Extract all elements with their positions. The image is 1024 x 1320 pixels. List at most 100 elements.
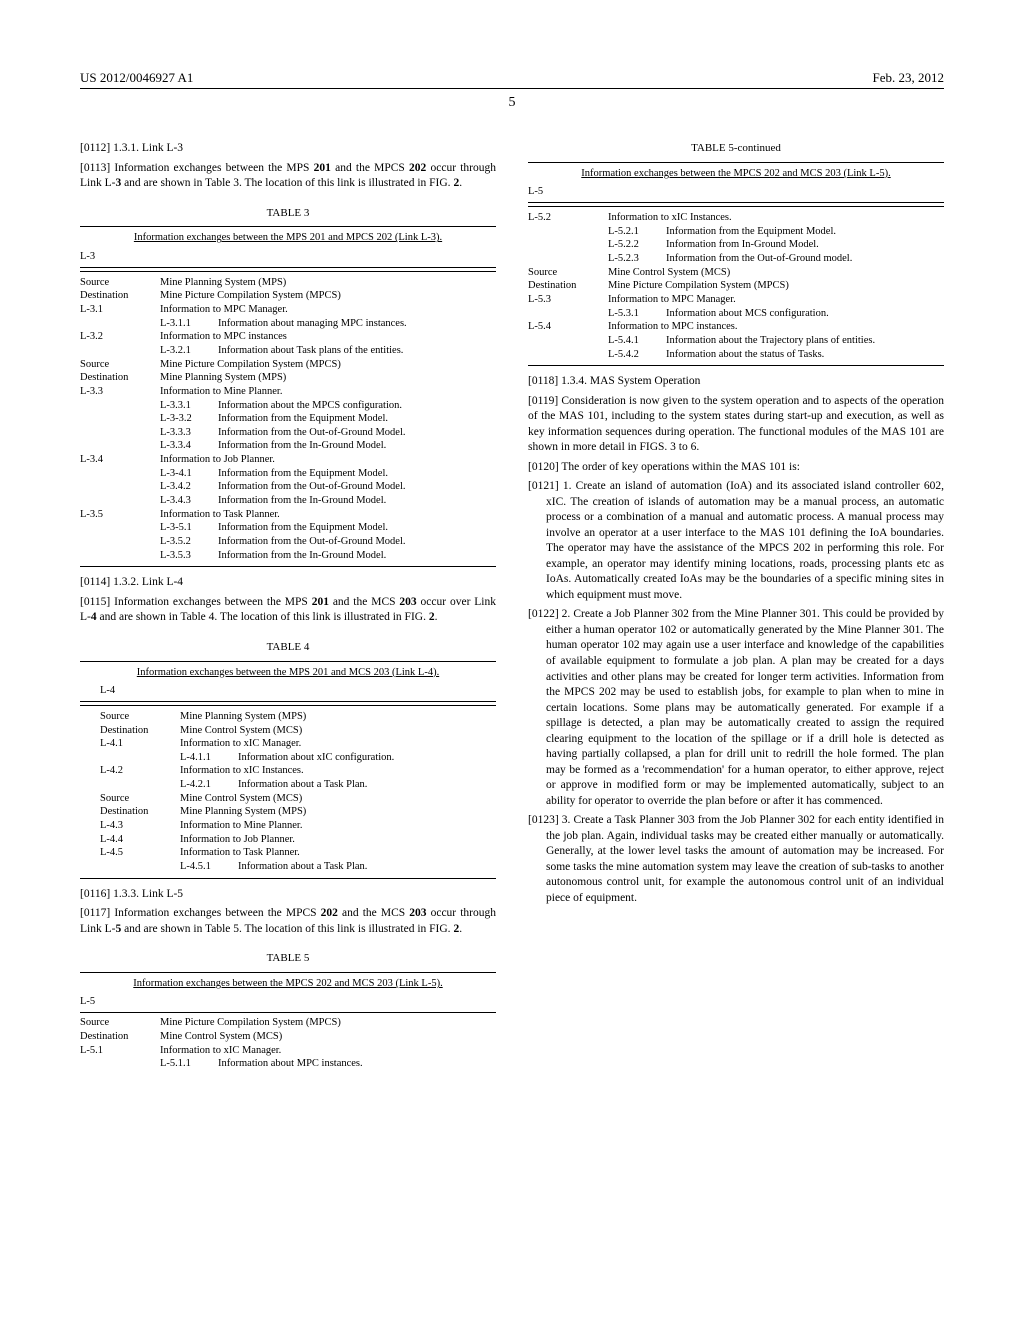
sub-id: L-5.3.1 xyxy=(608,307,666,321)
table-row: L-3-3.2Information from the Equipment Mo… xyxy=(80,412,496,426)
table-label: TABLE 5 xyxy=(80,951,496,966)
list-item-3: [0123] 3. Create a Task Planner 303 from… xyxy=(546,813,944,906)
para-0117: [0117] Information exchanges between the… xyxy=(80,906,496,937)
sub-id: L-3-5.1 xyxy=(160,521,218,535)
sub-id: L-3.4.2 xyxy=(160,480,218,494)
table-row: DestinationMine Control System (MCS) xyxy=(80,1030,496,1044)
row-label: L-5.3 xyxy=(528,293,608,307)
sub-value: Information from the Out-of-Ground model… xyxy=(666,252,852,266)
table-row: L-4.5Information to Task Planner. xyxy=(80,846,496,860)
table-body: SourceMine Picture Compilation System (M… xyxy=(80,1016,496,1071)
table-body: SourceMine Planning System (MPS)Destinat… xyxy=(80,705,496,879)
row-label: L-3.5 xyxy=(80,508,160,522)
row-value: Mine Picture Compilation System (MPCS) xyxy=(160,289,496,303)
row-label: L-3.4 xyxy=(80,453,160,467)
row-label xyxy=(100,860,180,874)
table-row: SourceMine Control System (MCS) xyxy=(528,266,944,280)
list-item-2: [0122] 2. Create a Job Planner 302 from … xyxy=(546,607,944,809)
sub-id: L-3.3.3 xyxy=(160,426,218,440)
row-label: Source xyxy=(100,710,180,724)
row-label: Destination xyxy=(80,289,160,303)
row-label: L-5.2 xyxy=(528,211,608,225)
doc-number: US 2012/0046927 A1 xyxy=(80,70,193,86)
row-value: Mine Picture Compilation System (MPCS) xyxy=(608,279,944,293)
table-row: L-3.1Information to MPC Manager. xyxy=(80,303,496,317)
table-row: L-5.2Information to xIC Instances. xyxy=(528,211,944,225)
table-row: L-3.5Information to Task Planner. xyxy=(80,508,496,522)
doc-date: Feb. 23, 2012 xyxy=(873,70,945,86)
sub-value: Information from the Equipment Model. xyxy=(218,412,388,426)
row-label: Destination xyxy=(80,1030,160,1044)
table-row: L-3.4.2Information from the Out-of-Groun… xyxy=(80,480,496,494)
row-value: Mine Planning System (MPS) xyxy=(180,805,496,819)
row-value: Information to xIC Manager. xyxy=(180,737,496,751)
para-0112: [0112] 1.3.1. Link L-3 xyxy=(80,141,496,157)
row-label: Destination xyxy=(100,724,180,738)
row-label: Destination xyxy=(528,279,608,293)
row-value: Information to Mine Planner. xyxy=(180,819,496,833)
table-caption: Information exchanges between the MPS 20… xyxy=(80,226,496,245)
table-row: DestinationMine Planning System (MPS) xyxy=(80,371,496,385)
table-row: L-3.3.3Information from the Out-of-Groun… xyxy=(80,426,496,440)
sub-id: L-3.2.1 xyxy=(160,344,218,358)
row-label: Source xyxy=(100,792,180,806)
table-5-continued: TABLE 5-continued Information exchanges … xyxy=(528,141,944,366)
row-label xyxy=(80,467,160,481)
sub-id: L-4.1.1 xyxy=(180,751,238,765)
sub-value: Information from the Out-of-Ground Model… xyxy=(218,535,406,549)
sub-id: L-3-4.1 xyxy=(160,467,218,481)
table-row: L-4.2.1Information about a Task Plan. xyxy=(80,778,496,792)
sub-value: Information from the Equipment Model. xyxy=(666,225,836,239)
table-row: L-3.5.2Information from the Out-of-Groun… xyxy=(80,535,496,549)
table-label: TABLE 3 xyxy=(80,206,496,221)
table-section: L-5 xyxy=(80,995,496,1013)
table-row: L-3.4.3Information from the In-Ground Mo… xyxy=(80,494,496,508)
table-row: SourceMine Picture Compilation System (M… xyxy=(80,1016,496,1030)
table-row: L-5.2.1Information from the Equipment Mo… xyxy=(528,225,944,239)
table-3: TABLE 3 Information exchanges between th… xyxy=(80,206,496,568)
sub-value: Information about the Trajectory plans o… xyxy=(666,334,875,348)
table-section: L-3 xyxy=(80,250,496,268)
list-item-1: [0121] 1. Create an island of automation… xyxy=(546,479,944,603)
row-value: Information to xIC Manager. xyxy=(160,1044,496,1058)
table-5: TABLE 5 Information exchanges between th… xyxy=(80,951,496,1071)
page-header: US 2012/0046927 A1 Feb. 23, 2012 xyxy=(80,70,944,89)
table-row: L-5.2.2Information from In-Ground Model. xyxy=(528,238,944,252)
para-0115: [0115] Information exchanges between the… xyxy=(80,595,496,626)
sub-value: Information from the Equipment Model. xyxy=(218,467,388,481)
sub-value: Information about a Task Plan. xyxy=(238,860,367,874)
row-value: Mine Control System (MCS) xyxy=(608,266,944,280)
table-row: L-5.2.3Information from the Out-of-Groun… xyxy=(528,252,944,266)
row-label: Destination xyxy=(100,805,180,819)
row-label: Source xyxy=(528,266,608,280)
table-row: L-4.3Information to Mine Planner. xyxy=(80,819,496,833)
sub-value: Information about a Task Plan. xyxy=(238,778,367,792)
row-label: L-5.4 xyxy=(528,320,608,334)
row-value: Mine Planning System (MPS) xyxy=(180,710,496,724)
sub-id: L-3.5.2 xyxy=(160,535,218,549)
sub-id: L-3.3.1 xyxy=(160,399,218,413)
sub-id: L-5.4.2 xyxy=(608,348,666,362)
para-0116: [0116] 1.3.3. Link L-5 xyxy=(80,887,496,903)
row-value: Information to MPC instances. xyxy=(608,320,944,334)
sub-id: L-4.5.1 xyxy=(180,860,238,874)
row-value: Mine Control System (MCS) xyxy=(180,792,496,806)
row-label: Source xyxy=(80,1016,160,1030)
sub-value: Information from the In-Ground Model. xyxy=(218,549,386,563)
table-row: L-3.4Information to Job Planner. xyxy=(80,453,496,467)
table-row: SourceMine Picture Compilation System (M… xyxy=(80,358,496,372)
row-value: Information to Job Planner. xyxy=(160,453,496,467)
sub-value: Information about MCS configuration. xyxy=(666,307,829,321)
table-row: L-4.2Information to xIC Instances. xyxy=(80,764,496,778)
row-value: Mine Picture Compilation System (MPCS) xyxy=(160,358,496,372)
table-row: L-5.4Information to MPC instances. xyxy=(528,320,944,334)
row-value: Information to xIC Instances. xyxy=(180,764,496,778)
table-row: L-3.2.1Information about Task plans of t… xyxy=(80,344,496,358)
sub-id: L-3.1.1 xyxy=(160,317,218,331)
table-row: L-3-4.1Information from the Equipment Mo… xyxy=(80,467,496,481)
sub-value: Information about the status of Tasks. xyxy=(666,348,824,362)
table-row: L-3.2Information to MPC instances xyxy=(80,330,496,344)
para-0118: [0118] 1.3.4. MAS System Operation xyxy=(528,374,944,390)
sub-value: Information from In-Ground Model. xyxy=(666,238,819,252)
row-value: Mine Control System (MCS) xyxy=(160,1030,496,1044)
